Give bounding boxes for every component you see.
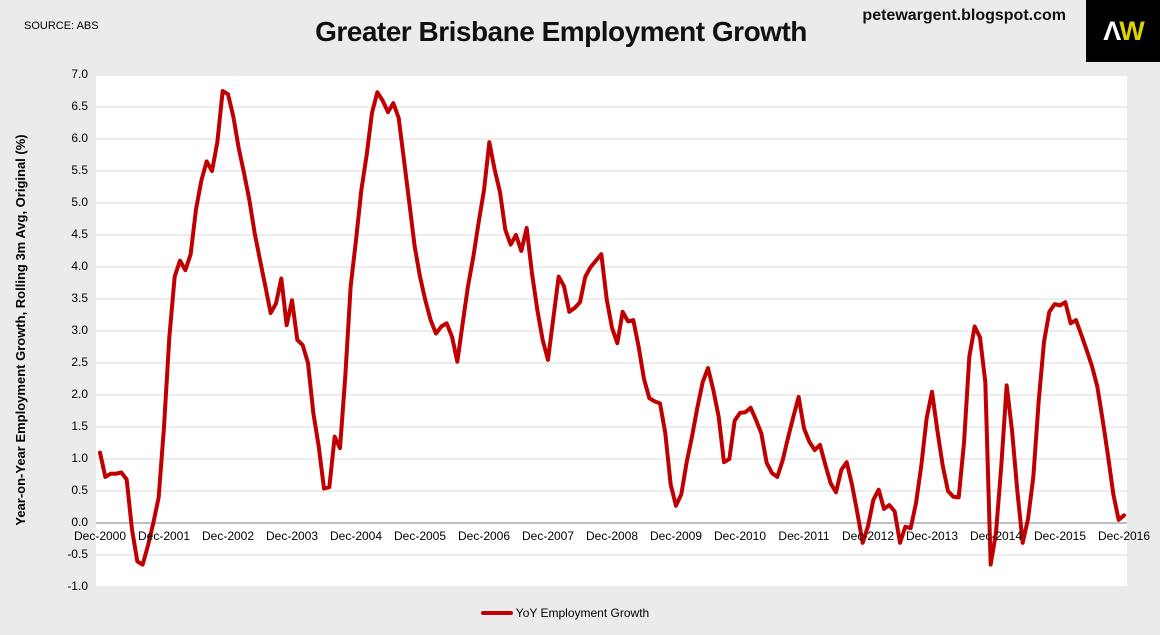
x-tick-label: Dec-2014	[969, 529, 1023, 543]
y-tick-label: 3.5	[71, 291, 88, 305]
y-tick-label: 2.5	[71, 355, 88, 369]
x-tick-label: Dec-2006	[457, 529, 511, 543]
y-tick-label: 4.5	[71, 227, 88, 241]
y-tick-label: 5.0	[71, 195, 88, 209]
logo: Λ W	[1086, 0, 1160, 62]
y-tick-label: 4.0	[71, 259, 88, 273]
site-url: petewargent.blogspot.com	[862, 7, 1066, 24]
logo-letter-a: Λ	[1103, 15, 1121, 46]
x-tick-label: Dec-2016	[1097, 529, 1151, 543]
legend: YoY Employment Growth	[0, 606, 1130, 620]
y-tick-label: 0.0	[71, 515, 88, 529]
x-tick-label: Dec-2003	[265, 529, 319, 543]
employment-growth-line-chart	[96, 75, 1127, 587]
plot-area	[96, 75, 1127, 587]
yoy-employment-growth-line	[98, 89, 1126, 567]
legend-label: YoY Employment Growth	[515, 606, 650, 620]
x-tick-label: Dec-2000	[73, 529, 127, 543]
x-tick-label: Dec-2013	[905, 529, 959, 543]
y-tick-label: 1.0	[71, 451, 88, 465]
x-tick-label: Dec-2010	[713, 529, 767, 543]
x-tick-label: Dec-2015	[1033, 529, 1087, 543]
y-tick-label: 1.5	[71, 419, 88, 433]
x-tick-label: Dec-2012	[841, 529, 895, 543]
x-tick-label: Dec-2007	[521, 529, 575, 543]
y-tick-label: 6.0	[71, 131, 88, 145]
y-axis-title: Year-on-Year Employment Growth, Rolling …	[13, 134, 28, 526]
y-tick-label: -1.0	[67, 579, 88, 593]
x-tick-label: Dec-2009	[649, 529, 703, 543]
x-tick-label: Dec-2005	[393, 529, 447, 543]
y-tick-label: -0.5	[67, 547, 88, 561]
y-tick-label: 0.5	[71, 483, 88, 497]
x-tick-label: Dec-2004	[329, 529, 383, 543]
logo-letter-w: W	[1119, 15, 1145, 46]
x-tick-label: Dec-2002	[201, 529, 255, 543]
chart-title: Greater Brisbane Employment Growth	[315, 16, 807, 47]
y-tick-label: 6.5	[71, 99, 88, 113]
y-tick-label: 5.5	[71, 163, 88, 177]
source-note: SOURCE: ABS	[24, 20, 99, 32]
y-tick-label: 2.0	[71, 387, 88, 401]
y-tick-label: 7.0	[71, 67, 88, 81]
legend-line-swatch	[480, 611, 513, 615]
x-tick-label: Dec-2008	[585, 529, 639, 543]
x-tick-label: Dec-2001	[137, 529, 191, 543]
y-tick-label: 3.0	[71, 323, 88, 337]
x-tick-label: Dec-2011	[778, 529, 830, 543]
